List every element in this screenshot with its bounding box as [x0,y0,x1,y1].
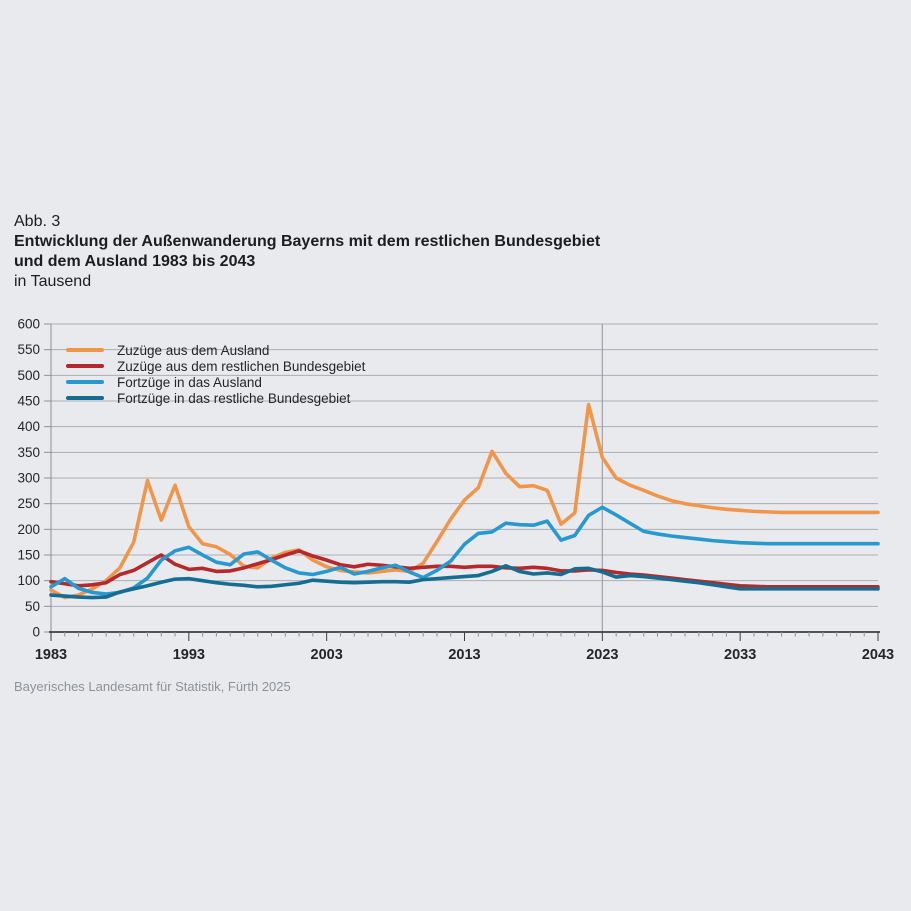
x-axis-tick-label: 2043 [862,647,894,663]
legend-item-fortzuege-bundesgebiet: Fortzüge in das restliche Bundesgebiet [66,390,365,406]
legend-line-swatch-orange [66,348,104,352]
legend-label: Fortzüge in das Ausland [117,374,262,390]
x-axis-tick-label: 1993 [173,647,205,663]
figure-label: Abb. 3 [14,213,61,230]
legend-line-swatch-lightblue [66,380,104,384]
y-axis-tick-label: 100 [17,573,40,588]
series-line-2 [49,505,880,596]
y-axis-tick-label: 50 [25,599,40,614]
legend-label: Fortzüge in das restliche Bundesgebiet [117,390,351,406]
y-axis-tick-label: 250 [17,496,40,511]
figure-header: Abb. 3 Entwicklung der Außenwanderung Ba… [14,212,600,292]
figure-title-line1: Entwicklung der Außenwanderung Bayerns m… [14,233,601,250]
x-axis-tick-label: 2033 [724,647,756,663]
legend-label: Zuzüge aus dem restlichen Bundesgebiet [117,358,366,374]
y-axis-tick-label: 200 [17,522,40,537]
series-line-0 [49,402,880,600]
y-axis-tick-label: 300 [17,471,40,486]
y-axis-tick-label: 500 [17,368,40,383]
source-note: Bayerisches Landesamt für Statistik, Für… [14,679,291,694]
legend-line-swatch-red [66,364,104,368]
series-line-1 [49,549,880,589]
y-axis-tick-label: 0 [32,625,40,640]
y-axis-tick-label: 350 [17,445,40,460]
x-axis-tick-label: 2003 [311,647,343,663]
y-axis-tick-label: 550 [17,342,40,357]
legend-item-zuzuege-ausland: Zuzüge aus dem Ausland [66,342,365,358]
legend-item-zuzuege-bundesgebiet: Zuzüge aus dem restlichen Bundesgebiet [66,358,365,374]
x-axis-tick-label: 2013 [448,647,480,663]
legend-item-fortzuege-ausland: Fortzüge in das Ausland [66,374,365,390]
figure-unit: in Tausend [14,273,92,290]
chart-legend: Zuzüge aus dem Ausland Zuzüge aus dem re… [66,342,365,406]
y-axis-tick-label: 450 [17,394,40,409]
legend-label: Zuzüge aus dem Ausland [117,342,270,358]
y-axis-tick-label: 600 [17,317,40,332]
y-axis-tick-label: 400 [17,419,40,434]
y-axis-tick-label: 150 [17,548,40,563]
legend-line-swatch-darkblue [66,396,104,400]
x-axis-tick-label: 2023 [586,647,618,663]
figure-title-line2: und dem Ausland 1983 bis 2043 [14,253,256,270]
series-line-3 [49,563,880,600]
x-axis-tick-label: 1983 [35,647,67,663]
